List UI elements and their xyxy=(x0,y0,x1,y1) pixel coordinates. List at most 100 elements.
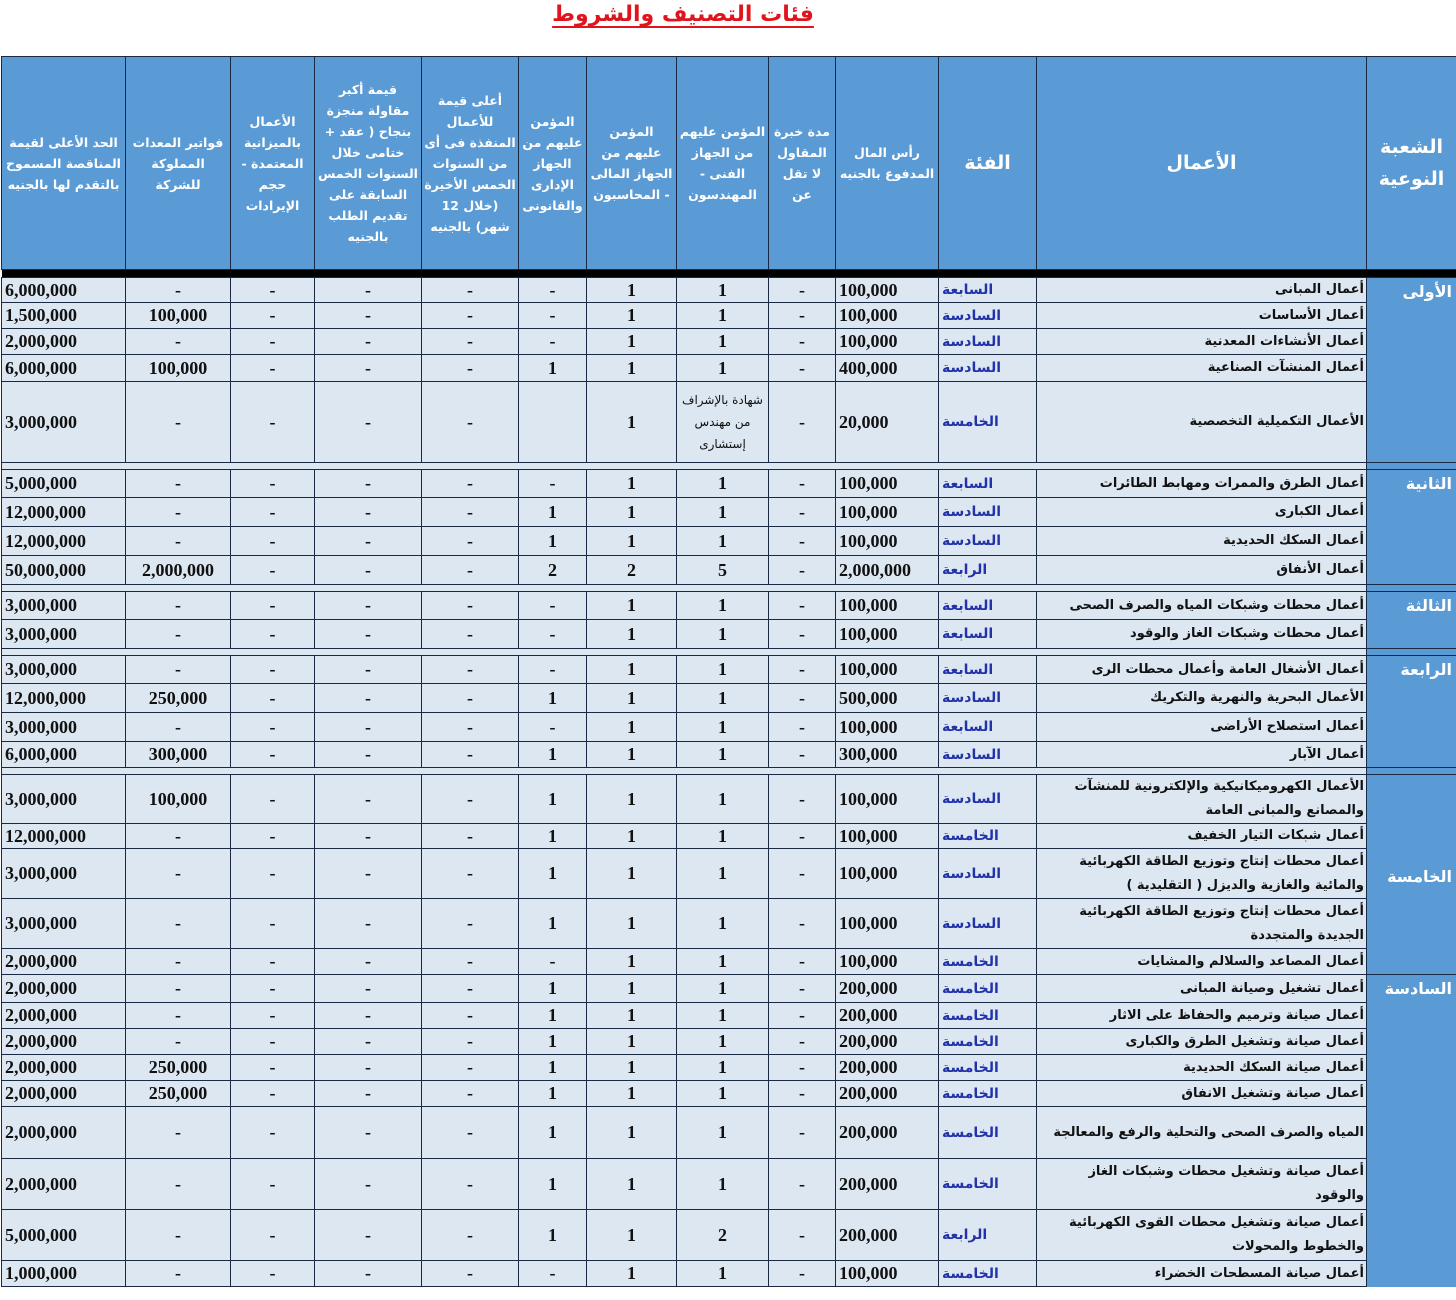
separator-cell xyxy=(1,584,1367,592)
division-cell: السادسة xyxy=(1366,974,1456,1287)
table-row: الثانية أعمال الطرق والممرات ومهابط الطائ… xyxy=(1,469,1456,585)
engineers-cell: 1 xyxy=(676,328,769,355)
largest-contract-cell: - xyxy=(314,1054,422,1081)
admin-cell: 1 xyxy=(518,497,587,527)
table-row: السادسة أعمال تشغيل وصيانة المبانى الخامسة… xyxy=(1,974,1456,1287)
highest-annual-cell: - xyxy=(421,974,519,1003)
engineers-cell: 1 xyxy=(676,712,769,742)
experience-cell: - xyxy=(768,1209,836,1261)
engineers-cell: 1 xyxy=(676,974,769,1003)
accountants-cell: 1 xyxy=(586,328,677,355)
table-row: أعمال الأنفاق الرابعة 2,000,000-5 2 2- - -2,00… xyxy=(1,555,1456,585)
equipment-cell: 250,000 xyxy=(125,683,231,713)
category-cell: السادسة xyxy=(938,526,1037,556)
category-cell: السادسة xyxy=(938,328,1037,355)
header-capital: رأس المال المدفوع بالجنيه xyxy=(835,56,939,270)
equipment-cell: - xyxy=(125,469,231,498)
table-row: أعمال شبكات التيار الخفيف الخامسة 100,000-… xyxy=(1,823,1456,849)
table-row: الرابعة أعمال الأشغال العامة وأعمال محطات… xyxy=(1,655,1456,768)
admin-cell: - xyxy=(518,277,587,303)
experience-cell: - xyxy=(768,712,836,742)
accountants-cell: 1 xyxy=(586,741,677,768)
admin-cell: - xyxy=(518,619,587,649)
max-tender-cell: 3,000,000 xyxy=(1,619,126,649)
equipment-cell: - xyxy=(125,381,231,463)
max-tender-cell: 3,000,000 xyxy=(1,898,126,949)
largest-contract-cell: - xyxy=(314,555,422,585)
category-cell: السادسة xyxy=(938,848,1037,899)
category-cell: السادسة xyxy=(938,774,1037,824)
experience-cell: - xyxy=(768,619,836,649)
admin-cell: 1 xyxy=(518,1106,587,1159)
category-cell: السابعة xyxy=(938,655,1037,684)
category-cell: الرابعة xyxy=(938,1209,1037,1261)
admin-cell: - xyxy=(518,1260,587,1287)
engineers-cell: 1 xyxy=(676,741,769,768)
accountants-cell: 1 xyxy=(586,619,677,649)
accountants-cell: 1 xyxy=(586,712,677,742)
accountants-cell: 1 xyxy=(586,655,677,684)
page-title: فئات التصنيف والشروط xyxy=(0,2,1366,27)
engineers-cell: 1 xyxy=(676,948,769,975)
highest-annual-cell: - xyxy=(421,1080,519,1107)
revenue-cell: - xyxy=(230,526,315,556)
largest-contract-cell: - xyxy=(314,1028,422,1055)
admin-cell xyxy=(518,381,587,463)
accountants-cell: 1 xyxy=(586,1028,677,1055)
category-cell: الخامسة xyxy=(938,1260,1037,1287)
largest-contract-cell: - xyxy=(314,302,422,329)
separator-cell xyxy=(1,767,1367,775)
highest-annual-cell: - xyxy=(421,1054,519,1081)
revenue-cell: - xyxy=(230,1002,315,1029)
largest-contract-cell: - xyxy=(314,741,422,768)
engineers-cell: 1 xyxy=(676,1028,769,1055)
engineers-cell: 1 xyxy=(676,1106,769,1159)
equipment-cell: - xyxy=(125,591,231,620)
largest-contract-cell: - xyxy=(314,712,422,742)
engineers-cell: 1 xyxy=(676,655,769,684)
engineers-cell: 1 xyxy=(676,848,769,899)
category-cell: الخامسة xyxy=(938,974,1037,1003)
engineers-cell: 1 xyxy=(676,469,769,498)
revenue-cell: - xyxy=(230,497,315,527)
category-cell: السادسة xyxy=(938,741,1037,768)
highest-annual-cell: - xyxy=(421,683,519,713)
category-cell: السادسة xyxy=(938,302,1037,329)
engineers-cell: 1 xyxy=(676,497,769,527)
works-cell: أعمال صيانة وتشغيل الانفاق xyxy=(1036,1080,1367,1107)
experience-cell: - xyxy=(768,1080,836,1107)
admin-cell: 1 xyxy=(518,1054,587,1081)
admin-cell: 1 xyxy=(518,741,587,768)
max-tender-cell: 6,000,000 xyxy=(1,741,126,768)
admin-cell: 1 xyxy=(518,848,587,899)
max-tender-cell: 1,000,000 xyxy=(1,1260,126,1287)
equipment-cell: - xyxy=(125,974,231,1003)
equipment-cell: - xyxy=(125,823,231,849)
engineers-cell: 1 xyxy=(676,1054,769,1081)
engineers-cell: 1 xyxy=(676,1260,769,1287)
revenue-cell: - xyxy=(230,469,315,498)
engineers-cell: 2 xyxy=(676,1209,769,1261)
revenue-cell: - xyxy=(230,354,315,382)
revenue-cell: - xyxy=(230,898,315,949)
capital-cell: 100,000 xyxy=(835,1260,939,1287)
capital-cell: 200,000 xyxy=(835,974,939,1003)
header-works: الأعمال xyxy=(1036,56,1367,270)
max-tender-cell: 2,000,000 xyxy=(1,1080,126,1107)
equipment-cell: - xyxy=(125,848,231,899)
separator-cell xyxy=(1,462,1367,470)
revenue-cell: - xyxy=(230,619,315,649)
largest-contract-cell: - xyxy=(314,469,422,498)
accountants-cell: 1 xyxy=(586,1002,677,1029)
largest-contract-cell: - xyxy=(314,619,422,649)
engineers-cell: 1 xyxy=(676,354,769,382)
table-row: أعمال صيانة وتشغيل محطات القوى الكهربائي… xyxy=(1,1209,1456,1261)
highest-annual-cell: - xyxy=(421,1028,519,1055)
capital-cell: 100,000 xyxy=(835,948,939,975)
admin-cell: 1 xyxy=(518,774,587,824)
admin-cell: 1 xyxy=(518,898,587,949)
capital-cell: 100,000 xyxy=(835,526,939,556)
largest-contract-cell: - xyxy=(314,354,422,382)
highest-annual-cell: - xyxy=(421,381,519,463)
highest-annual-cell: - xyxy=(421,497,519,527)
